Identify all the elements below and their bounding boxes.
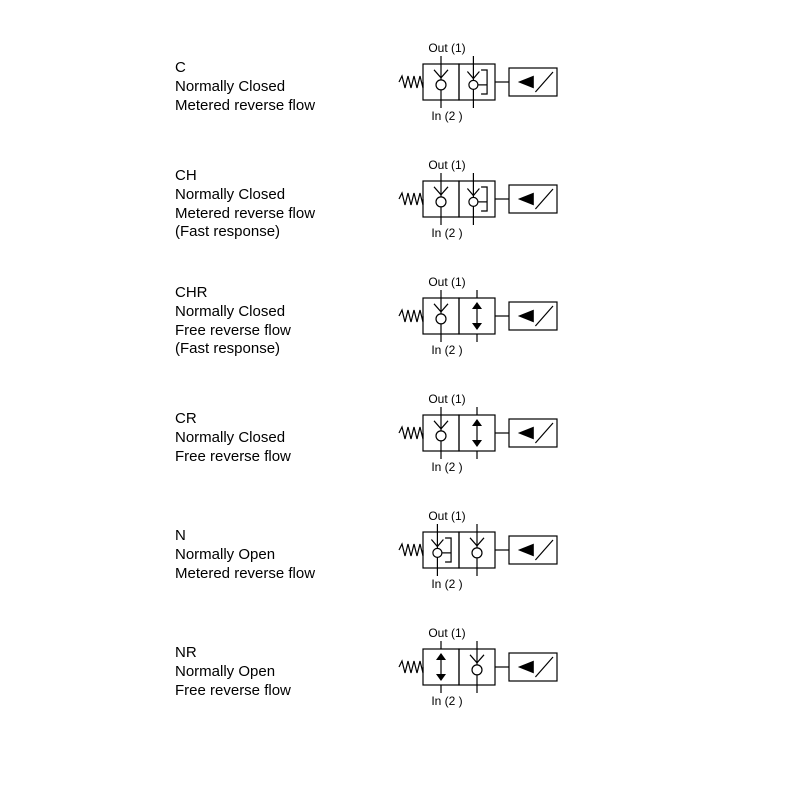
valve-desc-line: Metered reverse flow <box>175 565 395 584</box>
valve-desc-line: Normally Closed <box>175 429 395 448</box>
valve-symbol-wrap: Out (1) In (2 ) <box>395 391 625 486</box>
valve-label: NNormally OpenMetered reverse flow <box>175 527 395 583</box>
valve-desc-line: Normally Open <box>175 663 395 682</box>
valve-desc-line: Normally Closed <box>175 186 395 205</box>
valve-label: CHNormally ClosedMetered reverse flow(Fa… <box>175 167 395 242</box>
valve-code: NR <box>175 644 395 663</box>
svg-text:Out (1): Out (1) <box>428 41 465 55</box>
valve-code: CR <box>175 410 395 429</box>
valve-desc-line: Normally Open <box>175 546 395 565</box>
valve-desc-line: Metered reverse flow <box>175 205 395 224</box>
svg-text:In (2 ): In (2 ) <box>431 226 462 240</box>
valve-row: CNormally ClosedMetered reverse flowOut … <box>0 40 800 135</box>
svg-text:Out (1): Out (1) <box>428 275 465 289</box>
valve-row: CHRNormally ClosedFree reverse flow(Fast… <box>0 274 800 369</box>
valve-code: C <box>175 59 395 78</box>
valve-symbol: Out (1) In (2 ) <box>395 274 625 364</box>
valve-row: NNormally OpenMetered reverse flowOut (1… <box>0 508 800 603</box>
valve-label: NRNormally OpenFree reverse flow <box>175 644 395 700</box>
svg-text:In (2 ): In (2 ) <box>431 694 462 708</box>
valve-row: CRNormally ClosedFree reverse flowOut (1… <box>0 391 800 486</box>
valve-symbol: Out (1) In (2 ) <box>395 625 625 715</box>
valve-symbol: Out (1) In (2 ) <box>395 391 625 481</box>
valve-symbol-wrap: Out (1) In (2 ) <box>395 508 625 603</box>
svg-text:In (2 ): In (2 ) <box>431 343 462 357</box>
valve-symbol-wrap: Out (1) In (2 ) <box>395 40 625 135</box>
valve-desc-line: Free reverse flow <box>175 682 395 701</box>
svg-text:In (2 ): In (2 ) <box>431 577 462 591</box>
svg-text:Out (1): Out (1) <box>428 158 465 172</box>
valve-desc-line: (Fast response) <box>175 340 395 359</box>
valve-label: CHRNormally ClosedFree reverse flow(Fast… <box>175 284 395 359</box>
svg-text:Out (1): Out (1) <box>428 392 465 406</box>
valve-symbol-wrap: Out (1) In (2 ) <box>395 625 625 720</box>
valve-desc-line: (Fast response) <box>175 223 395 242</box>
svg-text:In (2 ): In (2 ) <box>431 109 462 123</box>
valve-desc-line: Normally Closed <box>175 78 395 97</box>
valve-desc-line: Free reverse flow <box>175 322 395 341</box>
valve-symbol-wrap: Out (1) In (2 ) <box>395 274 625 369</box>
valve-code: N <box>175 527 395 546</box>
valve-symbol: Out (1) In (2 ) <box>395 40 625 130</box>
valve-symbol: Out (1) In (2 ) <box>395 157 625 247</box>
svg-text:In (2 ): In (2 ) <box>431 460 462 474</box>
valve-desc-line: Free reverse flow <box>175 448 395 467</box>
valve-row: CHNormally ClosedMetered reverse flow(Fa… <box>0 157 800 252</box>
svg-text:Out (1): Out (1) <box>428 626 465 640</box>
valve-row: NRNormally OpenFree reverse flow Out (1) I… <box>0 625 800 720</box>
valve-code: CH <box>175 167 395 186</box>
svg-text:Out (1): Out (1) <box>428 509 465 523</box>
valve-desc-line: Normally Closed <box>175 303 395 322</box>
valve-code: CHR <box>175 284 395 303</box>
valve-label: CRNormally ClosedFree reverse flow <box>175 410 395 466</box>
valve-symbol: Out (1) In (2 ) <box>395 508 625 598</box>
valve-symbol-wrap: Out (1) In (2 ) <box>395 157 625 252</box>
valve-desc-line: Metered reverse flow <box>175 97 395 116</box>
valve-label: CNormally ClosedMetered reverse flow <box>175 59 395 115</box>
